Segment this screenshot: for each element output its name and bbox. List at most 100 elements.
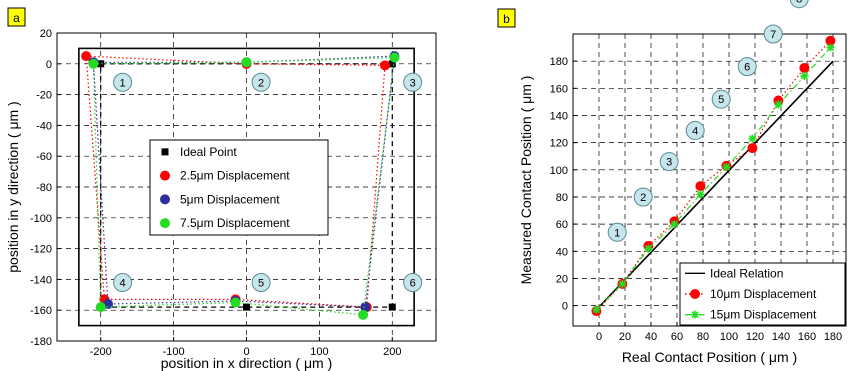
- point-number-label: 6: [744, 62, 750, 74]
- point-number-label: 7: [770, 29, 776, 41]
- legend-marker: [161, 148, 169, 156]
- chart-panel-a: -200 -100 0 100 200200-20-40-60-80-100-120-1…: [5, 7, 437, 371]
- point-number-label: 6: [410, 277, 416, 289]
- star-stroke: [644, 245, 652, 253]
- y-tick-label: -140: [30, 274, 52, 286]
- data-point: [722, 163, 731, 172]
- data-point: [800, 72, 809, 81]
- data-point: [592, 305, 601, 314]
- legend-label: 2.5μm Displacement: [180, 169, 290, 183]
- legend-marker: [690, 289, 700, 299]
- point-number-badge: [737, 57, 757, 77]
- x-tick-label: 80: [697, 331, 709, 343]
- star-stroke: [691, 311, 699, 319]
- star-stroke: [748, 135, 756, 143]
- data-point: [243, 303, 250, 311]
- y-tick-label: -120: [30, 244, 52, 256]
- data-point: [379, 60, 390, 71]
- legend-box: [679, 262, 846, 326]
- point-number-badge: [251, 272, 271, 292]
- x-axis-label: Real Contact Position ( μm ): [622, 349, 797, 365]
- legend-box: [149, 139, 329, 236]
- data-point: [389, 52, 400, 63]
- data-point: [241, 57, 252, 68]
- point-number-badge: [113, 272, 133, 292]
- point-number-label: 2: [640, 192, 646, 204]
- point-number-badge: [711, 89, 731, 109]
- series-line: [595, 60, 834, 311]
- x-tick-label: 120: [746, 331, 764, 343]
- data-point: [644, 244, 653, 253]
- point-number-badge: [607, 222, 627, 242]
- point-number-badge: [113, 72, 133, 92]
- panel-tag-box: [497, 8, 516, 28]
- y-tick-label: 80: [556, 192, 568, 204]
- y-tick-label: -100: [30, 213, 52, 225]
- point-number-badge: [633, 187, 653, 207]
- point-number-label: 8: [796, 0, 802, 6]
- x-tick-label: 180: [824, 331, 842, 343]
- point-number-label: 1: [614, 227, 620, 239]
- data-point: [774, 100, 783, 109]
- point-number-badge: [685, 120, 705, 140]
- y-tick-label: 100: [550, 165, 568, 177]
- legend-label: 15μm Displacement: [710, 308, 817, 322]
- star-stroke: [722, 163, 730, 171]
- point-number-label: 4: [692, 125, 698, 137]
- y-tick-label: 160: [550, 83, 568, 95]
- point-number-label: 3: [410, 77, 416, 89]
- data-point: [81, 51, 92, 62]
- point-number-badge: [763, 24, 783, 44]
- data-point: [695, 181, 706, 192]
- series-1-0: [595, 60, 834, 311]
- y-tick-label: -80: [36, 182, 52, 194]
- legend-marker: [691, 310, 699, 319]
- star-stroke: [670, 220, 678, 228]
- frame-rectangle: [78, 47, 415, 327]
- legend-label: Ideal Point: [180, 145, 237, 159]
- data-point: [618, 279, 627, 288]
- chart-panel-b: 0 20 40 60 80 100 120 140 160 180 0 20 40 60 80 100 120 1…: [497, 0, 847, 365]
- series-0-3: [88, 52, 400, 320]
- y-tick-label: -40: [36, 120, 52, 132]
- legend: Ideal Relation 10μm Displacement 15μm Disp…: [679, 262, 846, 326]
- legend-label: 7.5μm Displacement: [180, 216, 290, 230]
- data-point: [88, 58, 99, 69]
- x-tick-label: -100: [163, 346, 185, 358]
- star-stroke: [800, 72, 808, 80]
- point-number-label: 1: [120, 77, 126, 89]
- point-number-label: 5: [718, 94, 724, 106]
- legend-marker: [160, 218, 170, 229]
- y-tick-label: 0: [562, 301, 568, 313]
- y-tick-label: 40: [556, 246, 568, 258]
- y-axis-label: position in y direction ( μm ): [5, 101, 21, 272]
- data-point: [230, 297, 241, 308]
- point-number-badge: [403, 72, 423, 92]
- data-point: [696, 190, 705, 199]
- star-stroke: [774, 101, 782, 109]
- y-tick-label: 180: [550, 56, 568, 68]
- legend: Ideal Point 2.5μm Displacement 5μm Displac…: [149, 139, 329, 236]
- data-point: [825, 35, 836, 46]
- star-stroke: [618, 280, 626, 288]
- x-tick-label: -200: [90, 346, 112, 358]
- data-point: [97, 60, 105, 68]
- legend-marker: [160, 170, 170, 181]
- x-tick-label: 40: [645, 331, 657, 343]
- data-point: [358, 309, 369, 320]
- x-tick-label: 100: [310, 346, 328, 358]
- series-line: [595, 47, 831, 311]
- y-tick-label: 120: [550, 138, 568, 150]
- y-axis-label: Measured Contact Position ( μm ): [518, 76, 534, 285]
- x-tick-label: 0: [243, 346, 249, 358]
- y-tick-label: 20: [556, 273, 568, 285]
- y-tick-label: -20: [36, 90, 52, 102]
- x-axis-label: position in x direction ( μm ): [161, 355, 332, 371]
- data-point: [670, 220, 679, 229]
- point-number-badge: [251, 72, 271, 92]
- point-number-label: 5: [258, 277, 264, 289]
- x-tick-label: 140: [772, 331, 790, 343]
- plot-area: [572, 33, 847, 327]
- y-tick-label: 140: [550, 110, 568, 122]
- data-point: [360, 302, 371, 313]
